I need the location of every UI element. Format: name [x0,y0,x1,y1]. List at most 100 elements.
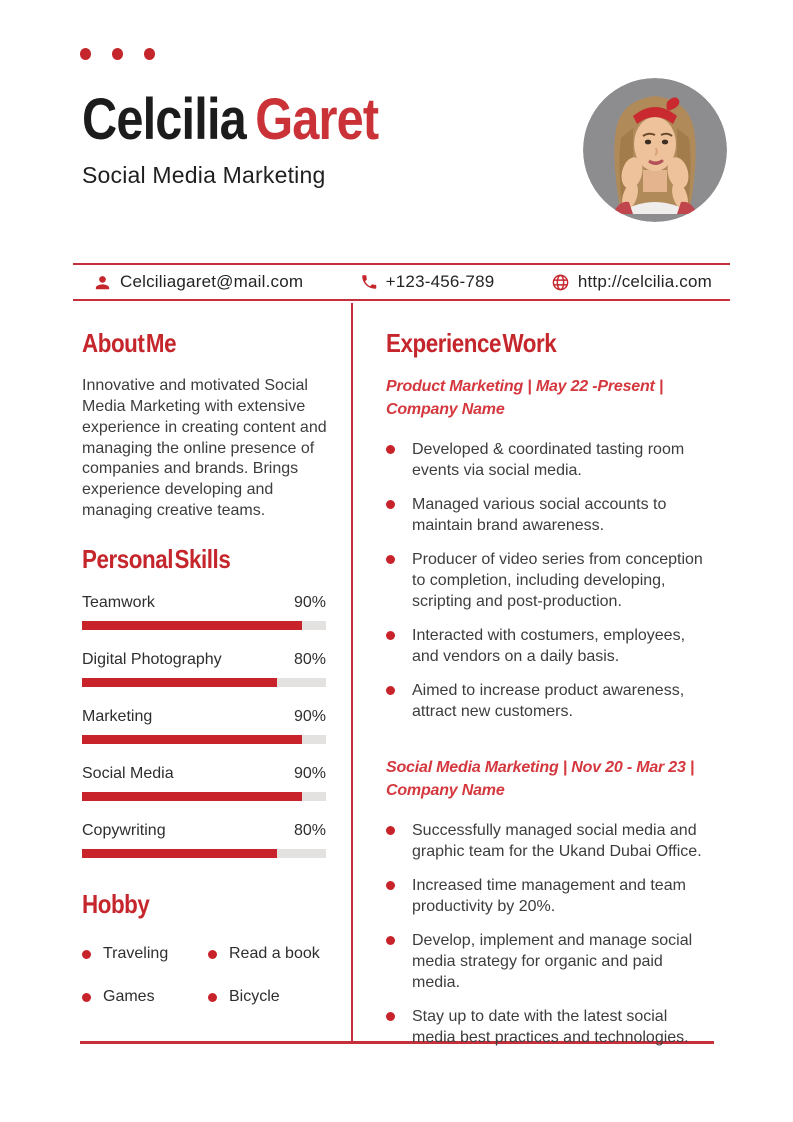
contact-bar: Celciliagaret@mail.com +123-456-789 http… [73,263,730,301]
skill-bar-fill [82,735,302,745]
bullet-dot-icon [386,1012,395,1022]
bullet-dot-icon [386,631,395,641]
skill-row-top: Copywriting 80% [82,822,326,840]
skill-label: Teamwork [82,594,155,612]
job-bullet-text: Interacted with costumers, employees, an… [412,627,686,666]
resume-body: About Me Innovative and motivated Social… [80,303,714,1046]
contact-phone-value: +123-456-789 [385,272,495,291]
skill-bar-fill [82,678,278,688]
skill-row: Copywriting 80% [82,822,326,859]
hobby-label: Traveling [103,945,169,963]
job-bullet-item: Managed various social accounts to maint… [386,494,714,536]
contact-phone: +123-456-789 [360,272,495,292]
skill-row-top: Marketing 90% [82,708,326,726]
hobby-title: Hobby [82,889,150,920]
bullet-dot-icon [82,949,91,959]
skill-bar-fill [82,621,302,631]
skill-label: Copywriting [82,822,166,840]
job-bullet-item: Interacted with costumers, employees, an… [386,625,714,667]
person-last-name: Garet [255,87,379,152]
person-name: Celcilia Garet [82,87,379,152]
job-entry: Product Marketing | May 22 -Present | Com… [386,375,714,722]
bullet-dot-icon [386,555,395,565]
hobby-label: Games [103,988,155,1006]
bullet-dot-icon [386,686,395,696]
skill-bar-track [82,621,326,631]
hobby-label: Read a book [229,945,320,963]
left-column: About Me Innovative and motivated Social… [80,303,353,1041]
job-bullet-text: Successfully managed social media and gr… [412,822,702,861]
job-bullet-item: Stay up to date with the latest social m… [386,1006,714,1048]
skill-bar-fill [82,849,278,859]
skills-title: Personal Skills [82,543,231,574]
skill-row: Social Media 90% [82,765,326,802]
contact-email-value: Celciliagaret@mail.com [120,272,304,291]
job-bullet-text: Increased time management and team produ… [412,877,686,916]
bullet-dot-icon [386,826,395,836]
skill-label: Digital Photography [82,651,222,669]
hobby-item: Games [82,988,208,1006]
skill-label: Marketing [82,708,153,726]
job-bullet-text: Aimed to increase product awareness, att… [412,682,685,721]
skill-label: Social Media [82,765,174,783]
job-bullet-item: Aimed to increase product awareness, att… [386,680,714,722]
skill-percent: 80% [293,822,326,840]
skills-list: Teamwork 90% Digital Photography 80% Marketi… [82,594,326,859]
skill-row-top: Teamwork 90% [82,594,326,612]
job-bullet-item: Producer of video series from conception… [386,549,714,612]
about-text: Innovative and motivated Social Media Ma… [82,377,327,520]
phone-icon [361,275,376,289]
job-company: Company Name [386,401,505,419]
person-icon [95,275,110,289]
job-entry: Social Media Marketing | Nov 20 - Mar 23… [386,756,714,1048]
profile-photo-illustration [583,78,727,222]
header: Celcilia Garet Social Media Marketing [82,88,435,189]
decor-dots [80,48,155,60]
skill-percent: 90% [293,765,326,783]
person-role: Social Media Marketing [82,161,326,188]
job-bullet-text: Managed various social accounts to maint… [412,496,667,535]
skill-row: Teamwork 90% [82,594,326,631]
bullet-dot-icon [386,881,395,891]
skill-percent: 90% [293,594,326,612]
job-role-dates: Product Marketing | May 22 -Present | [386,378,664,396]
contact-email: Celciliagaret@mail.com [93,272,303,292]
job-bullet-item: Develop, implement and manage social med… [386,930,714,993]
contact-website: http://celcilia.com [551,272,712,292]
bullet-dot-icon [208,949,217,959]
bullet-dot-icon [386,936,395,946]
hobby-list: Traveling Read a book Games Bicycle [82,945,326,1006]
job-bullet-item: Increased time management and team produ… [386,875,714,917]
about-title: About Me [82,328,177,358]
skill-bar-track [82,849,326,859]
skill-bar-track [82,735,326,745]
globe-icon [552,274,569,290]
job-bullet-text: Stay up to date with the latest social m… [412,1008,689,1047]
job-bullet-text: Developed & coordinated tasting room eve… [412,441,685,480]
red-dot-icon [80,48,91,60]
job-bullet-item: Successfully managed social media and gr… [386,820,714,862]
right-column: Experience Work Product Marketing | May … [353,303,714,1046]
job-bullet-list: Successfully managed social media and gr… [386,820,714,1048]
bullet-dot-icon [386,445,395,455]
job-bullet-text: Producer of video series from conception… [412,551,703,611]
skill-bar-fill [82,792,302,802]
contact-website-value: http://celcilia.com [577,272,712,291]
job-company: Company Name [386,782,505,800]
experience-jobs: Product Marketing | May 22 -Present | Com… [386,375,714,1048]
job-role-dates: Social Media Marketing | Nov 20 - Mar 23… [386,759,695,777]
job-heading: Social Media Marketing | Nov 20 - Mar 23… [386,756,714,802]
hobby-item: Read a book [208,945,326,963]
skill-bar-track [82,792,326,802]
skill-row: Marketing 90% [82,708,326,745]
red-dot-icon [112,48,123,60]
skill-percent: 90% [293,708,326,726]
skill-row: Digital Photography 80% [82,651,326,688]
skill-percent: 80% [293,651,326,669]
skill-row-top: Digital Photography 80% [82,651,326,669]
red-dot-icon [144,48,155,60]
job-heading: Product Marketing | May 22 -Present | Com… [386,375,714,421]
bullet-dot-icon [208,992,217,1002]
job-bullet-item: Developed & coordinated tasting room eve… [386,439,714,481]
